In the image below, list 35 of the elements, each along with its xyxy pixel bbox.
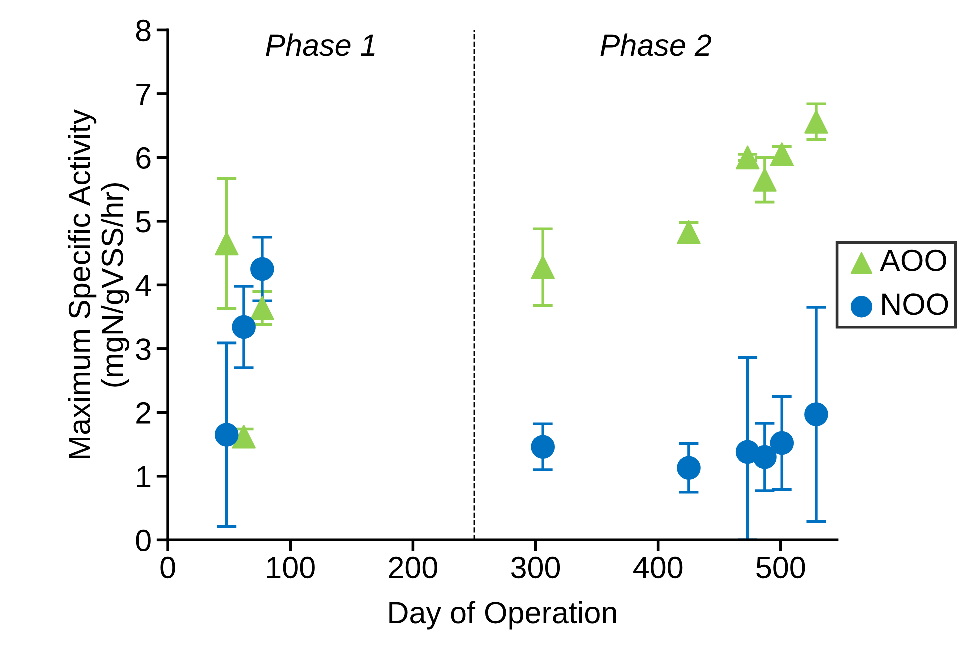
- point: [214, 232, 239, 256]
- point: [531, 435, 556, 459]
- y-tick-label: 8: [136, 20, 151, 42]
- legend-label: AOO: [880, 250, 947, 272]
- annotation: Phase 1: [266, 34, 375, 56]
- x-tick-label: 500: [756, 556, 806, 579]
- y-tick-label: 3: [136, 338, 151, 360]
- y-tick-label: 2: [136, 402, 151, 424]
- y-tick-label: 5: [136, 211, 151, 233]
- point: [804, 110, 828, 134]
- point: [753, 445, 777, 470]
- point: [753, 168, 777, 192]
- x-tick-label: 100: [267, 556, 315, 579]
- point: [250, 296, 274, 320]
- point: [677, 220, 701, 244]
- point: [214, 423, 239, 447]
- y-tick-label: 7: [136, 84, 151, 106]
- point: [250, 257, 274, 282]
- y-axis-title: Maximum Specific Activity (mgN/gVSS/hr): [68, 109, 130, 458]
- legend-label: NOO: [882, 294, 948, 316]
- y-tick-label: 4: [136, 275, 152, 296]
- x-tick-label: 0: [160, 556, 176, 579]
- point: [804, 402, 828, 426]
- point: [531, 255, 556, 280]
- point: [232, 315, 256, 340]
- x-tick-label: 200: [389, 556, 438, 579]
- y-tick-label: 1: [137, 466, 151, 488]
- x-tick-label: 300: [511, 556, 560, 579]
- x-axis-title: Day of Operation: [390, 601, 616, 630]
- annotation: Phase 2: [600, 34, 712, 56]
- point: [677, 456, 701, 480]
- point: [770, 431, 794, 456]
- y-tick-label: 6: [136, 147, 151, 170]
- x-tick-label: 400: [634, 556, 683, 579]
- y-tick-label: 0: [136, 530, 151, 552]
